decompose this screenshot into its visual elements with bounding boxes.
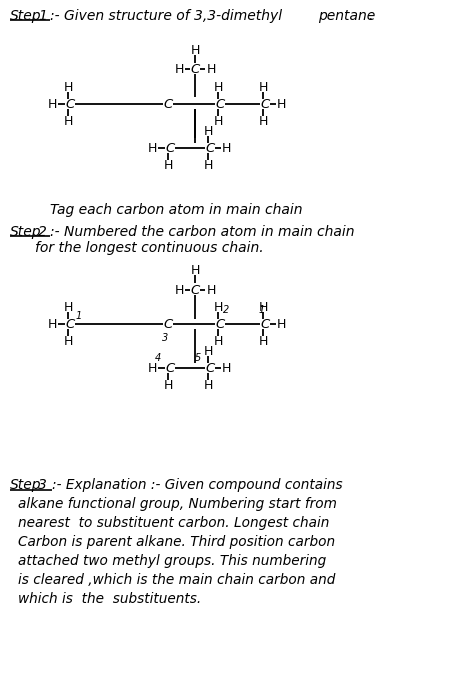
Text: H: H: [221, 142, 231, 155]
Text: .: .: [368, 9, 373, 23]
Text: attached two methyl groups. This numbering: attached two methyl groups. This numberi…: [18, 554, 326, 568]
Text: H: H: [258, 81, 268, 93]
Text: H: H: [276, 318, 286, 330]
Text: H: H: [64, 114, 73, 127]
Text: C: C: [65, 97, 74, 110]
Text: H: H: [64, 81, 73, 93]
Text: H: H: [164, 158, 173, 171]
Text: 4: 4: [155, 353, 161, 363]
Text: H: H: [64, 334, 73, 347]
Text: H: H: [174, 62, 184, 75]
Text: 3: 3: [38, 478, 47, 492]
Text: which is  the  substituents.: which is the substituents.: [18, 592, 201, 606]
Text: C: C: [191, 284, 200, 297]
Text: Step: Step: [10, 478, 42, 492]
Text: H: H: [174, 284, 184, 297]
Text: 1: 1: [38, 9, 47, 23]
Text: H: H: [164, 379, 173, 392]
Text: C: C: [165, 362, 174, 375]
Text: C: C: [205, 362, 215, 375]
Text: H: H: [47, 318, 57, 330]
Text: alkane functional group, Numbering start from: alkane functional group, Numbering start…: [18, 497, 337, 511]
Text: H: H: [258, 114, 268, 127]
Text: H: H: [203, 379, 213, 392]
Text: H: H: [221, 362, 231, 375]
Text: pentane: pentane: [318, 9, 375, 23]
Text: C: C: [215, 318, 225, 330]
Text: H: H: [147, 362, 157, 375]
Text: H: H: [206, 62, 216, 75]
Text: C: C: [191, 62, 200, 75]
Text: C: C: [260, 97, 270, 110]
Text: nearest  to substituent carbon. Longest chain: nearest to substituent carbon. Longest c…: [18, 516, 329, 530]
Text: 5: 5: [195, 353, 201, 363]
Text: :- Explanation :- Given compound contains: :- Explanation :- Given compound contain…: [52, 478, 343, 492]
Text: H: H: [191, 264, 200, 277]
Text: 1: 1: [259, 305, 265, 315]
Text: Tag each carbon atom in main chain: Tag each carbon atom in main chain: [50, 203, 302, 217]
Text: H: H: [64, 301, 73, 314]
Text: H: H: [276, 97, 286, 110]
Text: C: C: [165, 142, 174, 155]
Text: H: H: [203, 345, 213, 358]
Text: H: H: [203, 125, 213, 138]
Text: Step: Step: [10, 225, 42, 239]
Text: 2: 2: [223, 305, 229, 315]
Text: :- Numbered the carbon atom in main chain: :- Numbered the carbon atom in main chai…: [50, 225, 355, 239]
Text: H: H: [258, 334, 268, 347]
Text: H: H: [213, 114, 223, 127]
Text: H: H: [258, 301, 268, 314]
Text: C: C: [260, 318, 270, 330]
Text: H: H: [147, 142, 157, 155]
Text: C: C: [205, 142, 215, 155]
Text: 1: 1: [76, 311, 82, 321]
Text: for the longest continuous chain.: for the longest continuous chain.: [35, 241, 264, 255]
Text: H: H: [203, 158, 213, 171]
Text: :- Given structure of 3,3-dimethyl: :- Given structure of 3,3-dimethyl: [50, 9, 282, 23]
Text: H: H: [191, 44, 200, 56]
Text: 3: 3: [162, 333, 168, 343]
Text: H: H: [213, 301, 223, 314]
Text: Carbon is parent alkane. Third position carbon: Carbon is parent alkane. Third position …: [18, 535, 335, 549]
Text: C: C: [215, 97, 225, 110]
Text: H: H: [213, 334, 223, 347]
Text: H: H: [47, 97, 57, 110]
Text: C: C: [164, 318, 173, 330]
Text: is cleared ,which is the main chain carbon and: is cleared ,which is the main chain carb…: [18, 573, 336, 587]
Text: H: H: [206, 284, 216, 297]
Text: H: H: [213, 81, 223, 93]
Text: C: C: [164, 97, 173, 110]
Text: Step: Step: [10, 9, 42, 23]
Text: C: C: [65, 318, 74, 330]
Text: 2: 2: [38, 225, 47, 239]
